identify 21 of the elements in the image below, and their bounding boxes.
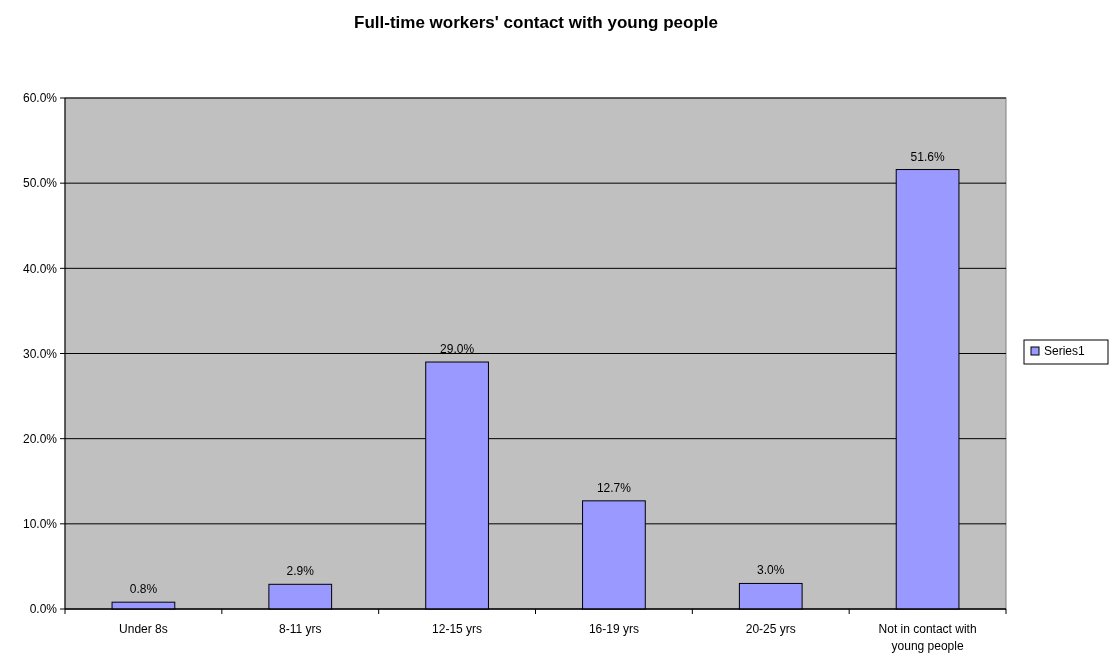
data-label: 29.0% — [440, 342, 475, 357]
x-tick-label: Under 8s — [119, 622, 168, 636]
y-tick-label: 40.0% — [22, 261, 58, 276]
y-tick-label: 50.0% — [22, 176, 58, 191]
x-tick-label: 16-19 yrs — [588, 622, 639, 636]
legend-label: Series1 — [1044, 344, 1086, 359]
y-tick-label: 0.0% — [29, 602, 58, 617]
x-tick-label: 8-11 yrs — [279, 622, 322, 636]
y-tick-label: 30.0% — [22, 346, 58, 361]
data-label: 0.8% — [129, 582, 158, 597]
chart-title: Full-time workers' contact with young people — [354, 13, 718, 32]
y-tick-label: 20.0% — [22, 431, 58, 446]
data-label: 3.0% — [757, 563, 785, 578]
data-label: 2.9% — [286, 564, 315, 579]
data-label: 12.7% — [596, 480, 632, 495]
data-label: 51.6% — [910, 149, 945, 164]
y-tick-label: 60.0% — [22, 91, 58, 106]
y-tick-label: 10.0% — [22, 517, 58, 532]
x-tick-label: 12-15 yrs — [432, 622, 483, 636]
x-tick-label: Not in contact with young people — [878, 622, 977, 653]
x-tick-label: 20-25 yrs — [745, 622, 796, 636]
